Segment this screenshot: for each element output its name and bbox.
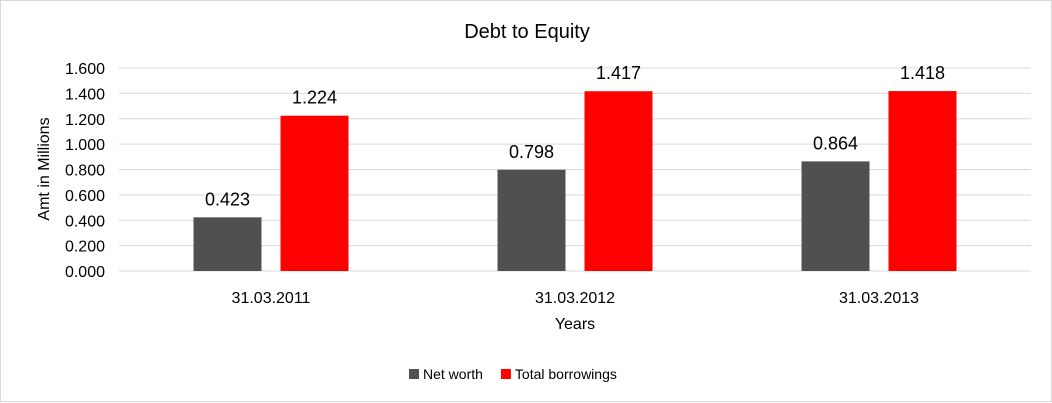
legend-label: Net worth [423, 366, 483, 382]
legend-swatch [409, 369, 419, 379]
bar-net-worth [801, 161, 870, 271]
bar-total-borrowings [584, 91, 653, 271]
legend-swatch [500, 369, 511, 379]
data-label: 1.417 [596, 63, 641, 83]
y-tick-label: 0.200 [65, 239, 105, 256]
y-tick-label: 0.000 [65, 264, 105, 281]
chart-title: Debt to Equity [464, 21, 590, 43]
x-axis-label: Years [555, 316, 595, 333]
y-tick-label: 1.200 [65, 112, 105, 129]
x-tick-label: 31.03.2012 [535, 290, 615, 307]
x-tick-label: 31.03.2011 [232, 290, 311, 307]
x-tick-label: 31.03.2013 [839, 290, 919, 307]
y-tick-label: 0.400 [65, 213, 105, 230]
y-tick-label: 1.600 [65, 61, 105, 78]
y-tick-label: 0.600 [65, 188, 105, 205]
data-label: 0.798 [509, 142, 554, 162]
data-label: 0.864 [813, 133, 858, 153]
bar-net-worth [497, 169, 566, 271]
data-label: 1.418 [900, 63, 945, 83]
bar-total-borrowings [888, 91, 957, 271]
legend-label: Total borrowings [515, 366, 617, 382]
y-tick-label: 1.400 [65, 86, 105, 103]
y-axis-label: Amt in Millions [36, 117, 53, 220]
bar-net-worth [193, 217, 262, 271]
data-label: 0.423 [205, 189, 250, 209]
y-tick-label: 1.000 [65, 137, 105, 154]
y-tick-label: 0.800 [65, 163, 105, 180]
data-label: 1.224 [292, 88, 337, 108]
bar-total-borrowings [280, 115, 349, 271]
